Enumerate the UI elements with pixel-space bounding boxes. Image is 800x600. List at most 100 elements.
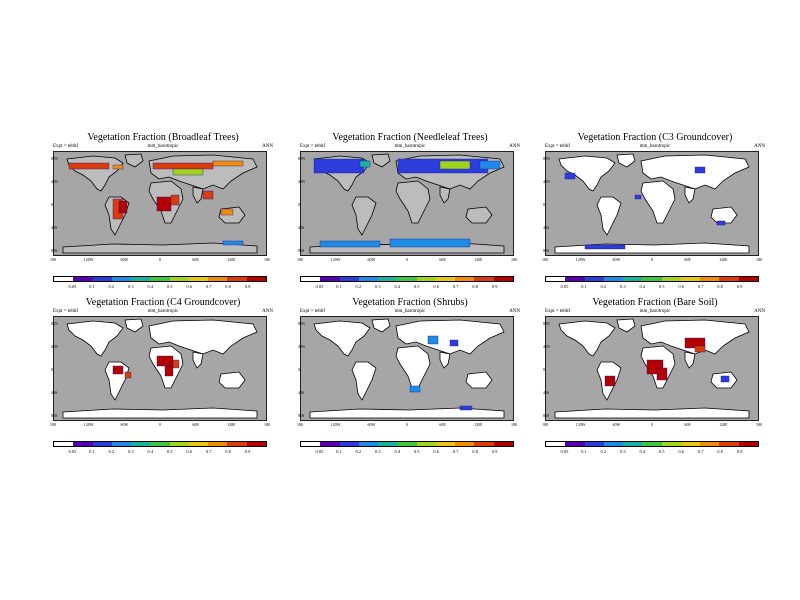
vegetation-patch (68, 162, 110, 170)
colorbar-tick-label: 0.05 (315, 449, 324, 454)
colorbar-swatch (169, 277, 189, 281)
continent-india (439, 351, 451, 369)
lon-tick-label: 180 (756, 422, 762, 427)
colorbar-tick-label: 0.5 (166, 284, 173, 289)
colorbar-tick-label: 0.7 (697, 449, 704, 454)
colorbar-tick-label: 0.3 (128, 284, 134, 289)
colorbar-swatch (188, 277, 209, 281)
colorbar-tick-label: 0.4 (147, 449, 154, 454)
colorbar-swatch (227, 277, 247, 281)
colorbar-tick-label: 0.8 (225, 449, 231, 454)
colorbar-swatch (603, 277, 624, 281)
colorbar-tick-label: 0.8 (472, 284, 478, 289)
panel-title: Vegetation Fraction (Broadleaf Trees) (87, 132, 239, 143)
colorbar-tick-label: 0.1 (89, 284, 95, 289)
continent-eurasia (395, 319, 505, 355)
colorbar-swatch (301, 277, 321, 281)
lon-tick-label: 120W (330, 257, 341, 262)
colorbar-swatch (661, 277, 681, 281)
colorbar (53, 276, 267, 282)
lon-tick-label: 60W (120, 422, 129, 427)
colorbar-swatch (54, 277, 74, 281)
colorbar-swatch (320, 277, 340, 281)
continent-northAmerica (558, 155, 616, 192)
world-map (53, 316, 267, 421)
colorbar-tick-label: 0.2 (600, 284, 607, 289)
colorbar-swatch (208, 277, 228, 281)
colorbar-swatch (169, 442, 189, 446)
lat-tick-label: 40N (543, 344, 550, 349)
continent-greenland (371, 318, 391, 333)
continent-antarctica (554, 407, 750, 419)
colorbar-tick-label: 0.05 (315, 284, 324, 289)
lon-tick-label: 120W (83, 422, 94, 427)
colorbar-swatch (131, 442, 151, 446)
lat-tick-label: 0 (543, 202, 545, 207)
map-frame (300, 151, 514, 256)
colorbar-tick-label: 0.2 (355, 449, 362, 454)
colorbar-swatch (493, 442, 513, 446)
vegetation-patch (479, 160, 501, 170)
panel-title: Vegetation Fraction (Shrubs) (352, 297, 468, 308)
colorbar-swatch (397, 277, 417, 281)
colorbar-swatch (642, 277, 662, 281)
vegetation-patch (112, 365, 124, 375)
colorbar-tick-label: 0.4 (394, 284, 401, 289)
colorbar (300, 441, 514, 447)
colorbar-swatch (339, 277, 359, 281)
colorbar-tick-label: 0.8 (225, 284, 231, 289)
colorbar-swatch (416, 277, 436, 281)
colorbar-tick-label: 0.4 (639, 449, 646, 454)
colorbar-swatch (378, 442, 398, 446)
colorbar-swatch (642, 442, 662, 446)
lon-tick-label: 120E (719, 422, 728, 427)
continent-india (192, 186, 204, 204)
continent-greenland (371, 153, 391, 168)
colorbar-swatch (565, 277, 585, 281)
lat-tick-label: 80N (298, 321, 305, 326)
lat-tick-label: 80S (51, 413, 58, 418)
subtitle-label: mm_barotropic (639, 309, 671, 314)
lon-tick-label: 180 (542, 257, 548, 262)
lat-tick-label: 80N (298, 156, 305, 161)
vegetation-patch (716, 220, 726, 226)
colorbar-swatch (584, 277, 604, 281)
colorbar-swatch (320, 442, 340, 446)
lon-tick-label: 180 (542, 422, 548, 427)
lat-tick-label: 40N (51, 179, 58, 184)
vegetation-patch (694, 166, 706, 174)
map-frame (545, 316, 759, 421)
lat-tick-label: 80S (51, 248, 58, 253)
colorbar-swatch (661, 442, 681, 446)
vegetation-patch (564, 172, 576, 180)
colorbar-swatch (680, 277, 701, 281)
continent-australia (218, 371, 246, 389)
colorbar-swatch (719, 442, 739, 446)
lon-tick-label: 180 (511, 257, 517, 262)
season-label: ANN (509, 309, 520, 314)
lat-tick-label: 40N (51, 344, 58, 349)
lon-tick-label: 120W (575, 422, 586, 427)
colorbar-tick-label: 0.2 (108, 284, 115, 289)
expt-label: Expt = tebhf (53, 144, 79, 149)
colorbar-tick-label: 0.5 (413, 449, 420, 454)
colorbar-tick-label: 0.9 (244, 449, 251, 454)
lon-tick-label: 60W (612, 422, 621, 427)
lat-tick-label: 80N (543, 156, 550, 161)
colorbar-swatch (301, 442, 321, 446)
expt-label: Expt = tebhf (53, 309, 79, 314)
continent-antarctica (62, 407, 258, 419)
continent-greenland (616, 318, 636, 333)
colorbar-swatch (111, 442, 132, 446)
colorbar-tick-label: 0.2 (108, 449, 115, 454)
colorbar-swatch (339, 442, 359, 446)
lon-tick-label: 60E (684, 422, 691, 427)
lon-tick-label: 0 (406, 422, 408, 427)
expt-label: Expt = tebhf (300, 309, 326, 314)
lon-tick-label: 180 (50, 257, 56, 262)
colorbar-tick-label: 0.05 (560, 449, 569, 454)
colorbar-swatch (188, 442, 209, 446)
continent-australia (465, 371, 493, 389)
colorbar-tick-label: 0.3 (620, 284, 626, 289)
colorbar-tick-label: 0.6 (433, 284, 439, 289)
